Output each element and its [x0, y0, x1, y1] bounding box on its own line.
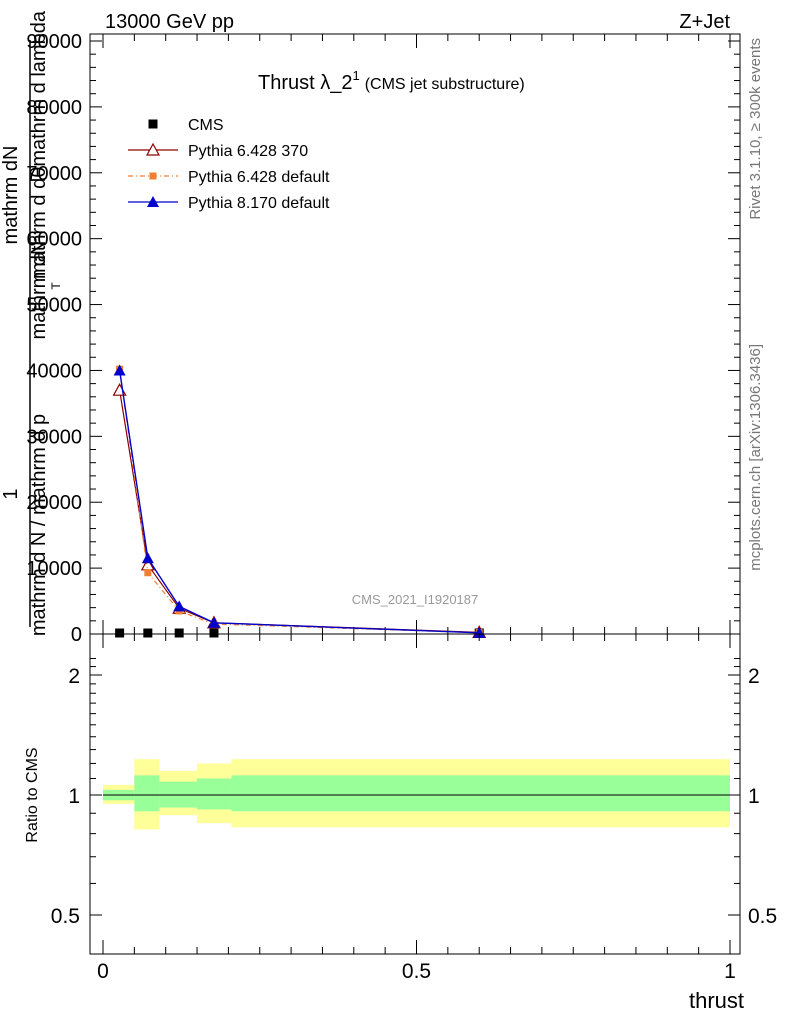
x-tick-label: 1: [724, 960, 736, 983]
main-y-tick-label: 30000: [26, 426, 82, 448]
data-point: [173, 600, 186, 612]
data-point: [174, 628, 184, 638]
x-axis-label: thrust: [689, 988, 744, 1013]
ratio-y-tick-label-right: 0.5: [748, 905, 777, 928]
legend-label: Pythia 6.428 default: [188, 169, 330, 186]
legend-entry: CMS: [148, 117, 224, 134]
ratio-bands: [103, 759, 730, 830]
y-label-dndp: mathrm d N / mathrm d p: [28, 414, 50, 636]
ratio-y-tick-label-left: 0.5: [51, 905, 80, 928]
data-point: [473, 626, 486, 638]
ratio-y-tick-label-left: 2: [68, 665, 80, 688]
data-point: [143, 628, 153, 638]
legend-marker: [147, 196, 159, 207]
main-series-layer: [112, 364, 487, 638]
legend-entry: Pythia 6.428 default: [128, 169, 330, 186]
main-y-tick-label: 10000: [26, 558, 82, 580]
ratio-y-tick-label-right: 2: [748, 665, 760, 688]
y-label-dp: mathrm dN: [28, 241, 50, 340]
ratio-y-tick-label-left: 1: [68, 785, 80, 808]
legend-marker: [145, 142, 161, 156]
main-y-tick-label: 80000: [26, 97, 82, 119]
main-title-text: Thrust λ_2: [258, 72, 352, 94]
legend: CMS Pythia 6.428 370 Pythia 6.428 default P…: [128, 117, 330, 212]
data-point: [115, 628, 125, 638]
process-label: Z+Jet: [679, 11, 730, 33]
main-panel: 0 10000 20000 30000 40000 50000 60000 70000 8000…: [26, 31, 741, 646]
rivet-label: Rivet 3.1.10, ≥ 300k events: [747, 38, 764, 220]
uncertainty-band-inner: [197, 778, 232, 810]
legend-marker: [149, 172, 157, 180]
main-title: Thrust λ_21 (CMS jet substructure): [258, 68, 525, 94]
main-y-tick-label: 50000: [26, 295, 82, 317]
uncertainty-band-inner: [231, 775, 730, 812]
x-tick-label: 0: [97, 960, 109, 983]
x-tick-label: 0.5: [402, 960, 431, 983]
main-y-tick-label: 20000: [26, 492, 82, 514]
main-title-subtitle: (CMS jet substructure): [365, 76, 525, 93]
y-label-one: 1: [0, 488, 22, 499]
legend-label: CMS: [188, 117, 224, 134]
ratio-frame: [89, 633, 741, 955]
data-point: [209, 628, 219, 638]
main-y-tick-label: 60000: [26, 229, 82, 251]
legend-marker: [148, 119, 158, 129]
ratio-panel: 0.5 0.5 1 1 2 2 0 0.5 1 Ratio to CMS thrust: [24, 633, 777, 1013]
legend-label: Pythia 8.170 default: [188, 195, 330, 212]
legend-entry: Pythia 8.170 default: [128, 195, 330, 212]
uncertainty-band-inner: [134, 775, 160, 812]
data-point: [113, 364, 126, 376]
y-label-dlambda: mathrm d dθmathrm d lambda: [28, 10, 50, 279]
y-axis-label-main: 1 mathrm dN mathrm d dθmathrm d lambda m…: [0, 10, 63, 636]
ratio-axis-ticks: 0.5 0.5 1 1 2 2 0 0.5 1: [51, 634, 777, 983]
main-axis-ticks: 0 10000 20000 30000 40000 50000 60000 70000 8000…: [26, 31, 740, 646]
main-y-tick-label: 90000: [26, 31, 82, 53]
energy-label: 13000 GeV pp: [105, 11, 234, 33]
watermark: CMS_2021_I1920187: [352, 592, 479, 607]
main-y-tick-label: 0: [71, 624, 82, 646]
mcplots-label: mcplots.cern.ch [arXiv:1306.3436]: [747, 344, 764, 571]
data-point: [141, 552, 154, 564]
ratio-y-tick-label-right: 1: [748, 785, 760, 808]
data-point: [207, 616, 220, 628]
series-4: [113, 364, 486, 638]
data-point: [144, 569, 152, 577]
data-point: [112, 382, 127, 396]
ratio-y-label: Ratio to CMS: [24, 747, 41, 842]
y-label-t: T: [49, 282, 63, 290]
main-y-tick-label: 40000: [26, 360, 82, 382]
legend-entry: Pythia 6.428 370: [128, 142, 308, 160]
legend-label: Pythia 6.428 370: [188, 143, 308, 160]
y-label-dn: mathrm dN: [0, 146, 22, 245]
main-y-tick-label: 70000: [26, 163, 82, 185]
main-title-superscript: 1: [352, 68, 359, 83]
series-1: [115, 628, 484, 638]
